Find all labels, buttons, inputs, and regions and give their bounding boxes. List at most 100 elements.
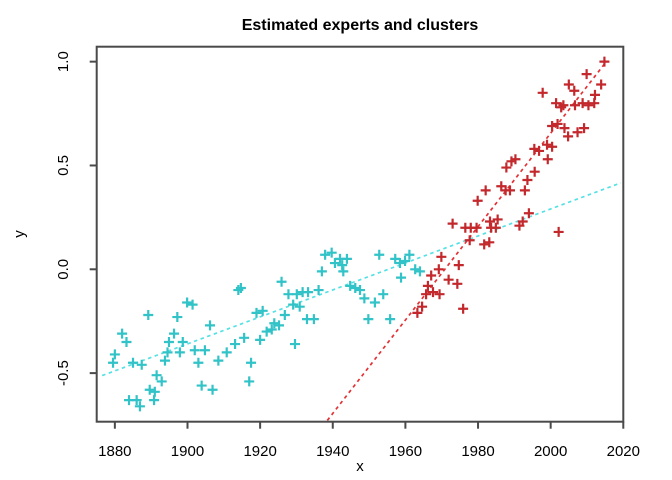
plus-marker: [421, 289, 432, 300]
plus-marker: [269, 318, 280, 329]
plus-marker: [426, 270, 437, 281]
x-tick-label: 1980: [461, 443, 494, 460]
plus-marker: [251, 307, 262, 318]
plus-marker: [542, 154, 553, 165]
plus-marker: [221, 347, 232, 358]
plus-marker: [131, 395, 142, 406]
plus-marker: [109, 349, 120, 360]
y-tick-label: 0.5: [55, 155, 72, 176]
plus-marker: [569, 85, 580, 96]
plus-marker: [196, 380, 207, 391]
plus-marker: [583, 100, 594, 111]
plus-marker: [537, 87, 548, 98]
plus-marker: [471, 222, 482, 233]
plus-marker: [452, 278, 463, 289]
plus-marker: [193, 357, 204, 368]
x-tick-label: 2020: [607, 443, 640, 460]
plus-marker: [274, 320, 285, 331]
plus-marker: [394, 258, 405, 269]
plus-marker: [149, 395, 160, 406]
plus-marker: [162, 347, 173, 358]
plus-marker: [385, 314, 396, 325]
plus-marker: [552, 118, 563, 129]
series-cluster-1: [108, 247, 425, 412]
x-tick-label: 1900: [171, 443, 204, 460]
plus-marker: [410, 264, 421, 275]
plus-marker: [156, 376, 167, 387]
plus-marker: [117, 328, 128, 339]
plus-marker: [417, 301, 428, 312]
plus-marker: [326, 247, 337, 258]
plus-marker: [163, 336, 174, 347]
plus-marker: [189, 345, 200, 356]
plus-marker: [288, 299, 299, 310]
y-axis: -0.5 0.0 0.5 1.0: [55, 51, 97, 386]
plus-marker: [235, 282, 246, 293]
plus-marker: [501, 162, 512, 173]
y-tick-label: 1.0: [55, 51, 72, 72]
plus-marker: [255, 334, 266, 345]
plus-marker: [529, 143, 540, 154]
plus-marker: [177, 336, 188, 347]
plus-marker: [404, 249, 415, 260]
plus-marker: [378, 289, 389, 300]
x-tick-label: 1960: [389, 443, 422, 460]
plus-marker: [558, 100, 569, 111]
plus-marker: [458, 303, 469, 314]
plus-marker: [213, 355, 224, 366]
plus-marker: [510, 154, 521, 165]
x-axis-label: x: [356, 458, 364, 475]
plus-marker: [159, 355, 170, 366]
plus-marker: [108, 357, 119, 368]
plus-marker: [341, 253, 352, 264]
plus-marker: [276, 276, 287, 287]
y-axis-label: y: [11, 230, 28, 238]
plus-marker: [547, 121, 558, 132]
chart-title: Estimated experts and clusters: [242, 17, 479, 34]
plus-marker: [144, 384, 155, 395]
plus-marker: [434, 289, 445, 300]
plus-marker: [596, 79, 607, 90]
plus-marker: [556, 102, 567, 113]
plus-marker: [547, 141, 558, 152]
plus-marker: [551, 98, 562, 109]
plus-marker: [128, 357, 139, 368]
expert-lines: [101, 62, 622, 421]
plus-marker: [266, 324, 277, 335]
plus-marker: [121, 336, 132, 347]
y-tick-label: 0.0: [55, 259, 72, 280]
plus-marker: [414, 266, 425, 277]
plus-marker: [244, 376, 255, 387]
plus-marker: [199, 345, 210, 356]
plus-marker: [472, 195, 483, 206]
x-tick-label: 1920: [243, 443, 276, 460]
plus-marker: [480, 185, 491, 196]
plus-marker: [303, 287, 314, 298]
plus-marker: [400, 255, 411, 266]
plus-marker: [246, 357, 257, 368]
plus-marker: [313, 285, 324, 296]
plus-marker: [490, 222, 501, 233]
plus-marker: [453, 260, 464, 271]
y-tick-label: -0.5: [55, 360, 72, 386]
plus-marker: [447, 218, 458, 229]
plus-marker: [464, 235, 475, 246]
plus-marker: [553, 226, 564, 237]
plus-marker: [529, 166, 540, 177]
plus-marker: [443, 274, 454, 285]
plus-marker: [172, 312, 183, 323]
plus-marker: [289, 339, 300, 350]
plus-marker: [279, 309, 290, 320]
x-tick-label: 2000: [534, 443, 567, 460]
plus-marker: [283, 289, 294, 300]
plus-marker: [207, 384, 218, 395]
plus-marker: [581, 69, 592, 80]
plus-marker: [239, 332, 250, 343]
plus-marker: [169, 328, 180, 339]
plus-marker: [329, 258, 340, 269]
plus-marker: [205, 320, 216, 331]
x-axis: 1880 1900 1920 1940 1960 1980 2000 2020: [98, 421, 640, 460]
plus-marker: [369, 297, 380, 308]
expert-line-2: [326, 62, 606, 421]
plus-marker: [291, 289, 302, 300]
